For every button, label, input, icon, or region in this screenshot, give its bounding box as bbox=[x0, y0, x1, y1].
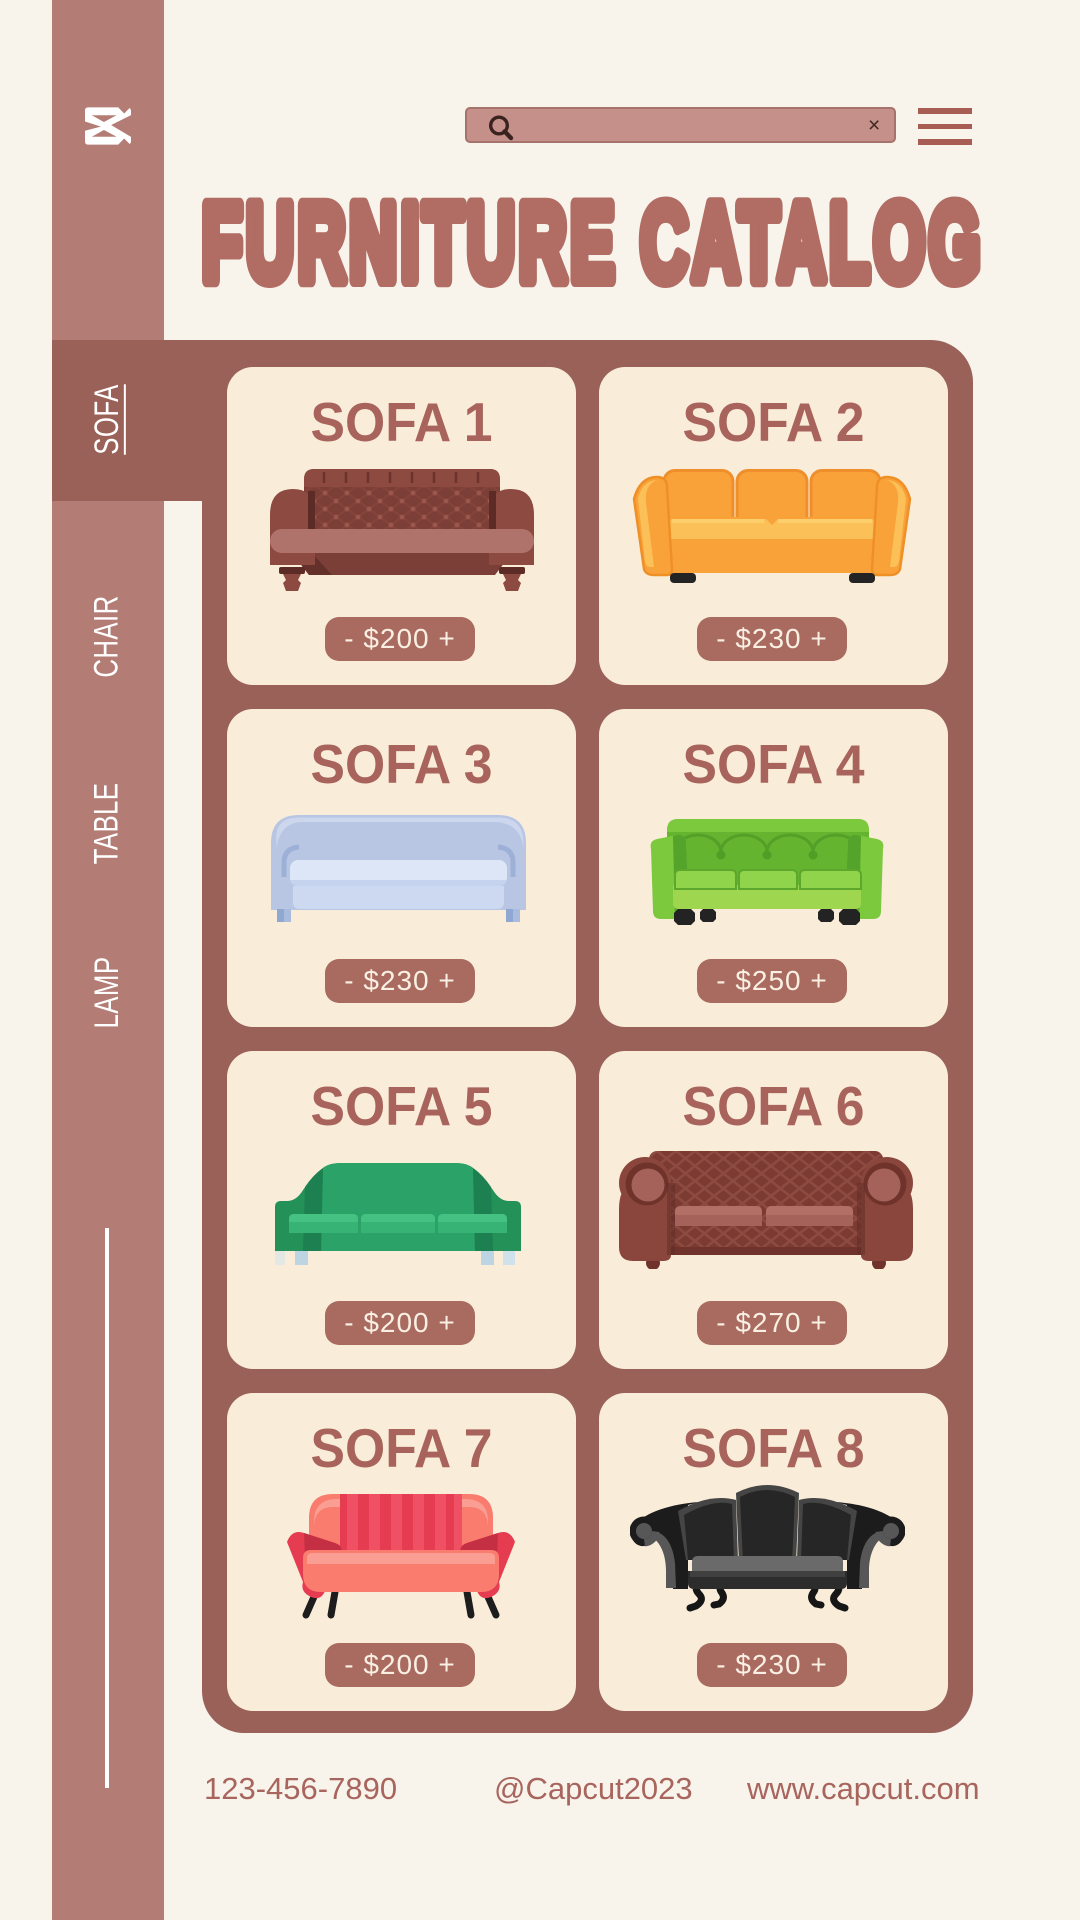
svg-text:FURNITURE CATALOG: FURNITURE CATALOG bbox=[202, 182, 984, 300]
